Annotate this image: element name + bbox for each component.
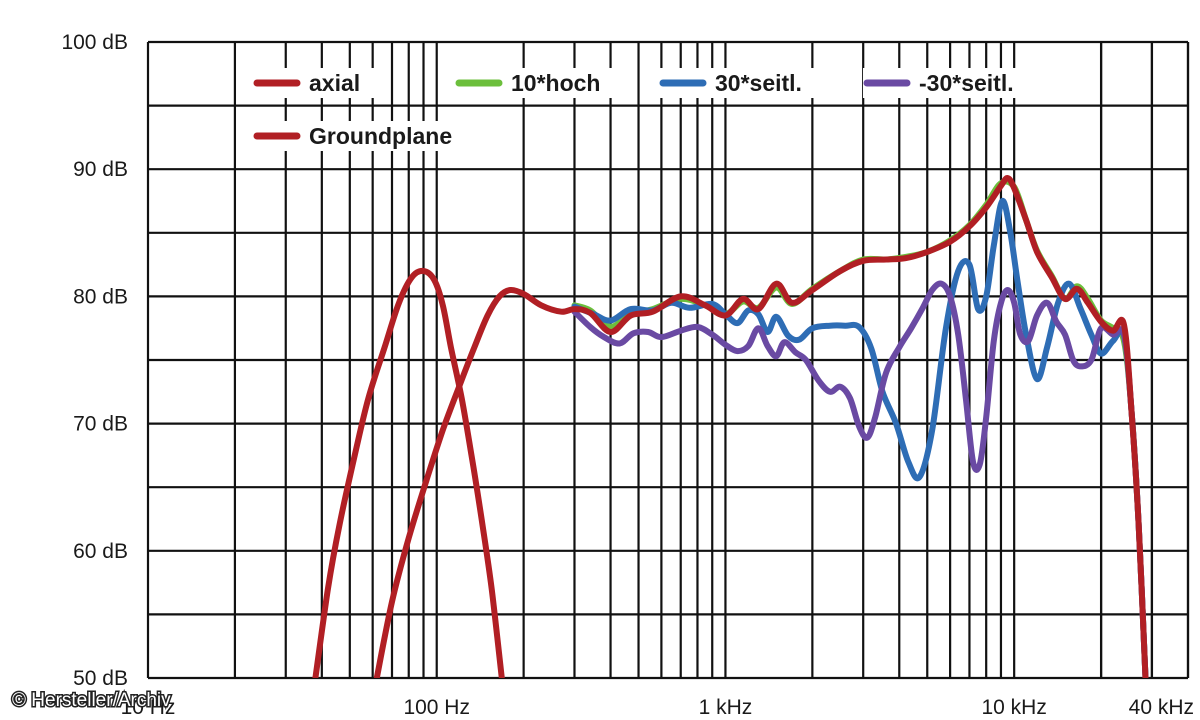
- x-tick-label: 40 kHz: [1129, 696, 1194, 719]
- x-tick-label: 10 Hz: [121, 696, 176, 719]
- y-tick-label: 50 dB: [73, 667, 128, 690]
- series-line-groundplane: [373, 175, 1149, 678]
- image-credit: © Hersteller/Archiv: [12, 690, 171, 711]
- x-tick-label: 100 Hz: [403, 696, 470, 719]
- legend-label-10-hoch: 10*hoch: [511, 70, 600, 96]
- legend-label-30-seitl: -30*seitl.: [919, 70, 1014, 96]
- y-tick-label: 80 dB: [73, 285, 128, 308]
- legend-label-axial: axial: [309, 70, 360, 96]
- y-tick-label: 100 dB: [61, 31, 128, 54]
- y-tick-label: 70 dB: [73, 413, 128, 436]
- x-tick-label: 10 kHz: [981, 696, 1046, 719]
- legend-label-30-seitl: 30*seitl.: [715, 70, 802, 96]
- series-line-30-seitl: [571, 280, 1149, 678]
- y-tick-label: 60 dB: [73, 540, 128, 563]
- legend-label-groundplane: Groundplane: [309, 123, 452, 149]
- y-tick-label: 90 dB: [73, 158, 128, 181]
- legend: axial 10*hoch 30*seitl. -30*seitl. Groundpla…: [253, 68, 1049, 151]
- series-line-axial: [312, 267, 505, 678]
- series-lines: [312, 175, 1149, 678]
- series-line-30-seitl: [571, 197, 1149, 678]
- axis-tick-labels: 100 dB 90 dB 80 dB 70 dB 60 dB 50 dB 10 Hz 100 …: [61, 31, 1194, 719]
- x-tick-label: 1 kHz: [699, 696, 753, 719]
